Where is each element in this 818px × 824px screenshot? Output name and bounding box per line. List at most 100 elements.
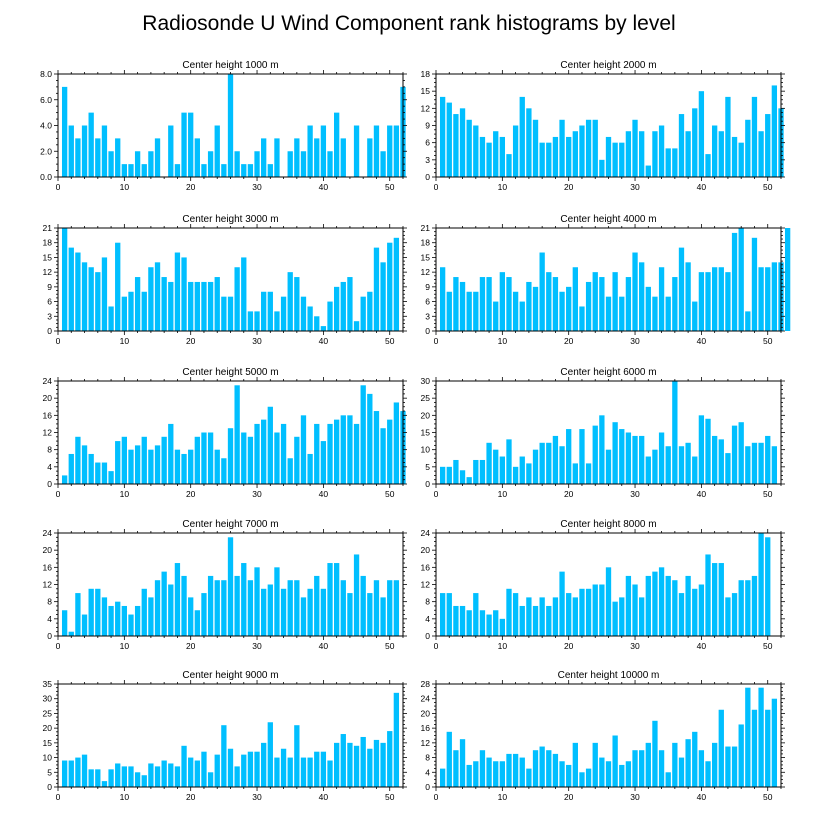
histogram-bar: [698, 584, 705, 636]
histogram-bar: [526, 281, 532, 331]
histogram-bar: [161, 277, 167, 331]
x-tick-label: 0: [56, 336, 61, 346]
histogram-bar: [453, 750, 459, 787]
histogram-bar: [446, 731, 452, 787]
histogram-bar: [128, 614, 134, 636]
histogram-bar: [459, 605, 466, 636]
histogram-bar: [274, 138, 280, 178]
y-tick-label: 3: [425, 311, 430, 321]
y-tick-label: 25: [421, 393, 431, 403]
histogram-bar: [466, 764, 472, 787]
x-tick-label: 40: [319, 489, 329, 499]
histogram-bar: [499, 272, 505, 331]
histogram-bar: [141, 588, 147, 636]
y-tick-label: 20: [43, 545, 53, 555]
histogram-bar: [672, 148, 678, 177]
histogram-bar: [725, 453, 731, 484]
histogram-bar: [214, 754, 220, 787]
histogram-bar: [572, 463, 578, 484]
y-tick-label: 20: [421, 545, 431, 555]
histogram-bar: [632, 750, 638, 787]
histogram-bar: [685, 575, 691, 636]
histogram-bar: [387, 580, 393, 636]
histogram-bar: [267, 291, 273, 331]
histogram-bar: [658, 750, 665, 787]
histogram-bar: [446, 593, 452, 636]
histogram-bar: [712, 435, 718, 484]
histogram-bar: [758, 687, 764, 787]
histogram-bar: [241, 164, 247, 178]
histogram-bar: [552, 753, 559, 787]
histogram-bar: [599, 757, 605, 787]
histogram-bar: [652, 131, 658, 177]
panel-title: Center height 3000 m: [182, 214, 278, 225]
histogram-bar: [526, 463, 532, 484]
histogram-bar: [639, 597, 645, 637]
histogram-panel: Center height 9000 m 0 5 10 15 20 25 30 35 0 10 20 3…: [43, 670, 407, 802]
histogram-bar: [320, 751, 327, 787]
histogram-bar: [300, 296, 307, 331]
histogram-bar: [585, 768, 592, 787]
histogram-bar: [566, 764, 572, 787]
panel-title: Center height 2000 m: [560, 60, 656, 71]
histogram-bar: [771, 85, 778, 177]
y-tick-label: 0: [47, 326, 52, 336]
histogram-bar: [134, 445, 141, 485]
histogram-bar: [75, 593, 81, 636]
histogram-bar: [439, 466, 446, 484]
histogram-bar: [81, 125, 88, 177]
histogram-bar: [592, 425, 598, 484]
histogram-bar: [751, 575, 758, 636]
histogram-bar: [632, 252, 638, 331]
histogram-bar: [559, 571, 565, 637]
panel-title: Center height 10000 m: [558, 670, 660, 681]
panel-title: Center height 9000 m: [182, 670, 278, 681]
y-tick-label: 0: [425, 326, 430, 336]
histogram-bar: [154, 766, 161, 787]
histogram-bar: [765, 267, 771, 331]
histogram-bar: [128, 449, 134, 484]
y-tick-label: 9: [425, 121, 430, 131]
histogram-bar: [121, 164, 127, 178]
histogram-bar: [605, 449, 612, 484]
histogram-bar: [473, 593, 479, 636]
histogram-bar: [207, 772, 214, 787]
y-tick-label: 8: [425, 753, 430, 763]
histogram-bar: [227, 296, 234, 331]
histogram-bar: [68, 631, 74, 636]
x-tick-label: 40: [319, 182, 329, 192]
histogram-bar: [712, 563, 718, 636]
histogram-bar: [559, 761, 565, 787]
histogram-bar: [148, 763, 154, 787]
histogram-bar: [95, 272, 101, 331]
histogram-bar: [532, 750, 539, 787]
histogram-bar: [141, 436, 147, 484]
x-tick-label: 10: [120, 182, 130, 192]
histogram-bar: [499, 761, 505, 787]
x-tick-label: 20: [186, 336, 196, 346]
y-tick-label: 24: [43, 376, 53, 386]
histogram-bar: [88, 112, 94, 178]
histogram-bar: [745, 446, 751, 484]
y-tick-label: 5: [425, 462, 430, 472]
histogram-bar: [347, 415, 353, 484]
histogram-bar: [665, 772, 671, 787]
histogram-bar: [519, 757, 525, 787]
histogram-bar: [652, 571, 658, 637]
histogram-bar: [154, 138, 161, 178]
histogram-bar: [327, 563, 333, 636]
histogram-bar: [718, 131, 724, 177]
histogram-bar: [380, 151, 386, 177]
histogram-bar: [201, 593, 207, 636]
y-tick-label: 20: [43, 723, 53, 733]
histogram-bar: [194, 138, 200, 178]
histogram-bar: [698, 415, 705, 484]
histogram-panel: Center height 10000 m 0 4 8 12 16 20 24 28 0 10 20 3…: [421, 670, 785, 802]
histogram-bar: [108, 471, 114, 485]
histogram-bar: [731, 136, 738, 177]
histogram-bar: [241, 563, 247, 636]
histogram-bar: [738, 422, 744, 484]
histogram-bar: [194, 760, 200, 787]
histogram-bar: [373, 247, 380, 331]
histogram-bar: [658, 267, 665, 331]
